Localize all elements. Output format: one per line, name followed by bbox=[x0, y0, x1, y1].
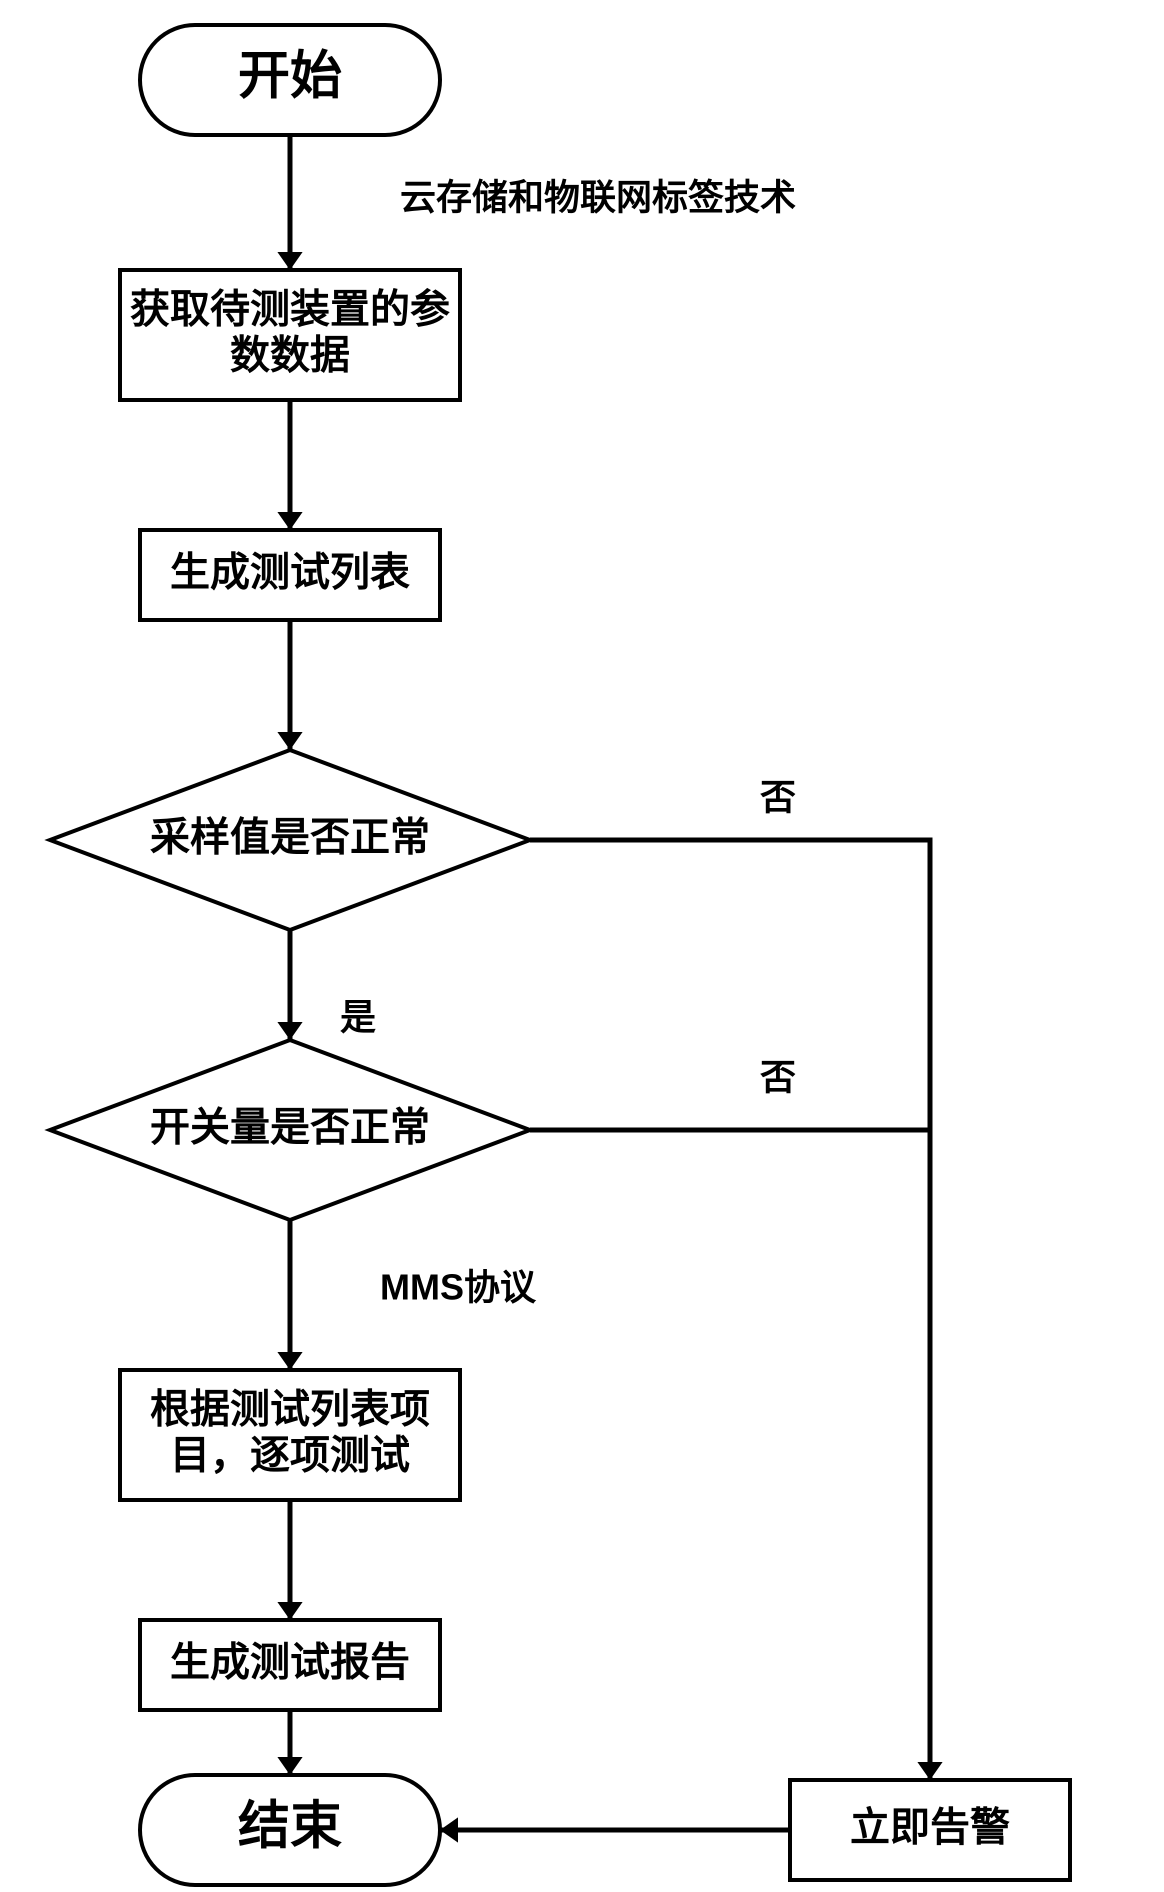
svg-text:根据测试列表项: 根据测试列表项 bbox=[150, 1388, 430, 1432]
svg-text:开关量是否正常: 开关量是否正常 bbox=[150, 1106, 430, 1150]
annotation-a_mms: MMS协议 bbox=[380, 1267, 537, 1308]
annotation-a_cloud: 云存储和物联网标签技术 bbox=[400, 177, 796, 218]
flowchart-canvas: 开始获取待测装置的参数数据生成测试列表采样值是否正常开关量是否正常根据测试列表项… bbox=[0, 0, 1164, 1892]
annotation-a_no2: 否 bbox=[760, 1057, 796, 1098]
svg-text:数数据: 数数据 bbox=[230, 334, 350, 378]
e-d1-no bbox=[530, 840, 930, 1780]
annotation-a_yes: 是 bbox=[340, 997, 376, 1038]
svg-text:结束: 结束 bbox=[238, 1798, 342, 1856]
svg-text:获取待测装置的参: 获取待测装置的参 bbox=[130, 288, 450, 332]
svg-text:立即告警: 立即告警 bbox=[850, 1806, 1010, 1850]
annotation-a_no1: 否 bbox=[760, 777, 796, 818]
svg-text:生成测试列表: 生成测试列表 bbox=[170, 551, 410, 595]
svg-text:目，逐项测试: 目，逐项测试 bbox=[170, 1434, 410, 1478]
svg-text:采样值是否正常: 采样值是否正常 bbox=[150, 816, 430, 860]
svg-text:开始: 开始 bbox=[238, 48, 342, 106]
svg-text:生成测试报告: 生成测试报告 bbox=[170, 1641, 410, 1685]
